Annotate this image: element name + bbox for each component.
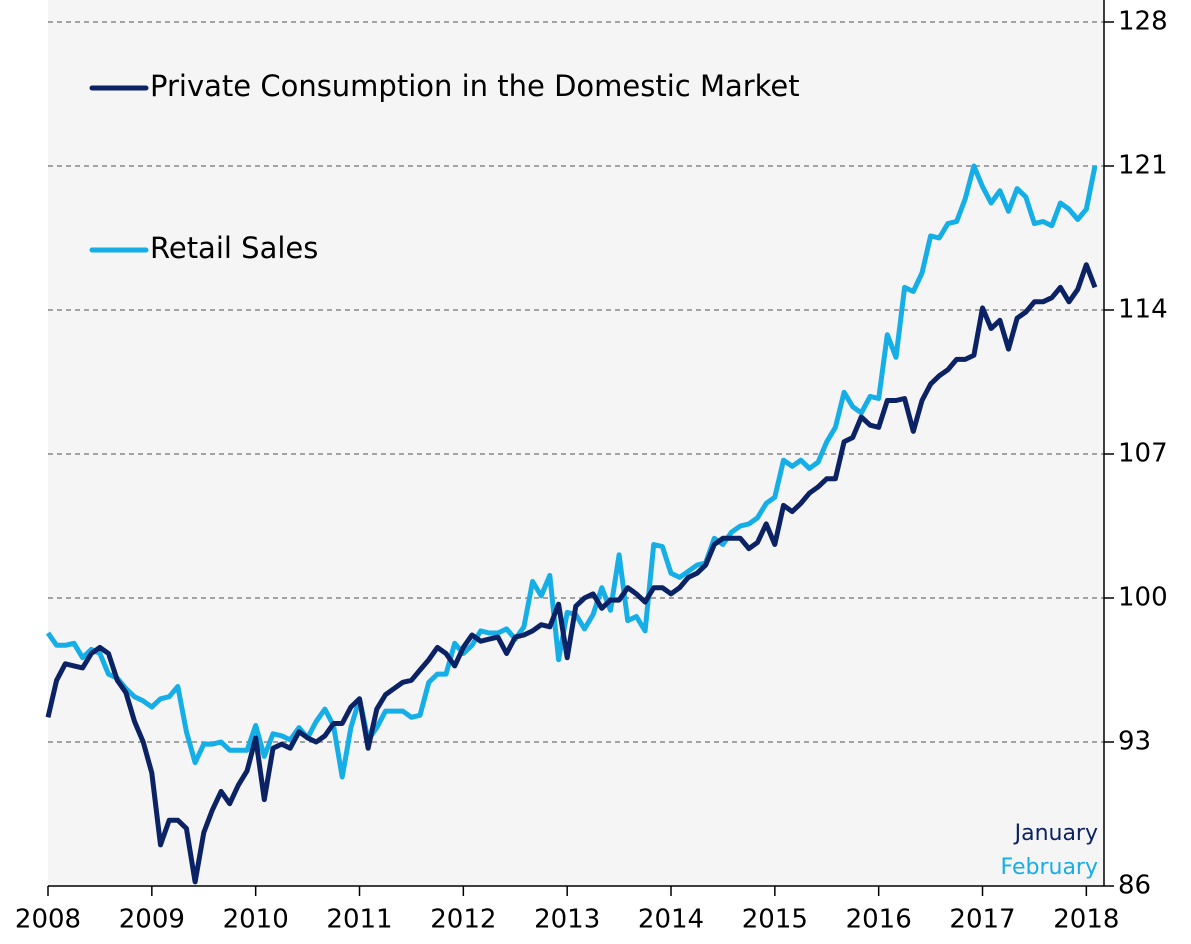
legend-label: Private Consumption in the Domestic Mark…	[150, 69, 800, 103]
x-tick-label: 2015	[742, 905, 808, 935]
y-tick-label: 93	[1118, 727, 1151, 757]
y-tick-label: 114	[1118, 295, 1168, 325]
y-tick-label: 121	[1118, 151, 1168, 181]
x-tick-label: 2011	[326, 905, 392, 935]
x-tick-label: 2014	[638, 905, 704, 935]
plot-area	[48, 0, 1104, 886]
y-tick-label: 100	[1118, 583, 1168, 613]
x-tick-label: 2009	[119, 905, 185, 935]
legend-label: Retail Sales	[150, 231, 318, 265]
y-tick-label: 86	[1118, 871, 1151, 901]
x-tick-label: 2016	[846, 905, 912, 935]
x-tick-label: 2010	[223, 905, 289, 935]
x-tick-label: 2008	[15, 905, 81, 935]
x-tick-label: 2012	[430, 905, 496, 935]
y-tick-label: 107	[1118, 439, 1168, 469]
x-tick-label: 2018	[1053, 905, 1119, 935]
annotation: February	[1001, 855, 1099, 880]
annotation: January	[1013, 821, 1098, 846]
x-tick-label: 2013	[534, 905, 600, 935]
line-series	[45, 262, 1098, 885]
x-tick-label: 2017	[949, 905, 1015, 935]
line-series	[45, 163, 1098, 780]
y-tick-label: 128	[1118, 7, 1168, 37]
